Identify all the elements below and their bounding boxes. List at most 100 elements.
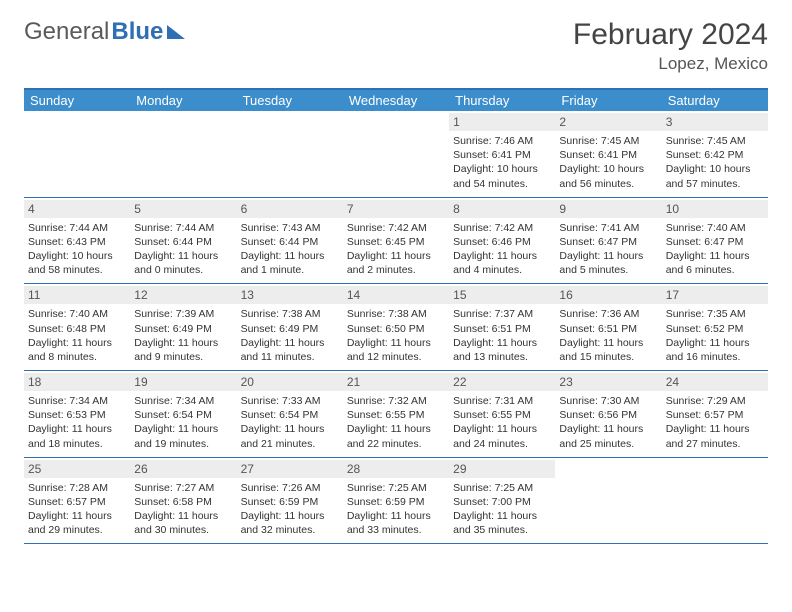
day-number: 12 <box>130 286 236 304</box>
day-sunset: Sunset: 6:45 PM <box>347 235 445 249</box>
day-sunrise: Sunrise: 7:40 AM <box>28 307 126 321</box>
day-number: 4 <box>24 200 130 218</box>
day-cell: 16Sunrise: 7:36 AMSunset: 6:51 PMDayligh… <box>555 284 661 370</box>
day-sunset: Sunset: 7:00 PM <box>453 495 551 509</box>
day-cell: 13 Sunrise: 7:38 AMSunset: 6:49 PMDayligh… <box>237 284 343 370</box>
day-info: Sunrise: 7:38 AMSunset: 6:50 PMDaylight:… <box>347 307 445 364</box>
day-number: 22 <box>449 373 555 391</box>
day-info: Sunrise: 7:25 AMSunset: 7:00 PMDaylight:… <box>453 481 551 538</box>
day-daylight: Daylight: 11 hours and 9 minutes. <box>134 336 232 364</box>
day-cell: . <box>130 111 236 197</box>
day-sunset: Sunset: 6:48 PM <box>28 322 126 336</box>
day-sunrise: Sunrise: 7:41 AM <box>559 221 657 235</box>
day-sunset: Sunset: 6:58 PM <box>134 495 232 509</box>
day-info: Sunrise: 7:40 AMSunset: 6:47 PMDaylight:… <box>666 221 764 278</box>
day-sunrise: Sunrise: 7:34 AM <box>134 394 232 408</box>
day-info: Sunrise: 7:40 AMSunset: 6:48 PMDaylight:… <box>28 307 126 364</box>
day-number: 13 <box>237 286 343 304</box>
day-sunset: Sunset: 6:54 PM <box>134 408 232 422</box>
day-sunset: Sunset: 6:51 PM <box>453 322 551 336</box>
day-number: 27 <box>237 460 343 478</box>
day-cell: 2Sunrise: 7:45 AMSunset: 6:41 PMDaylight… <box>555 111 661 197</box>
day-number: 7 <box>343 200 449 218</box>
day-info: Sunrise: 7:43 AMSunset: 6:44 PMDaylight:… <box>241 221 339 278</box>
day-sunset: Sunset: 6:44 PM <box>241 235 339 249</box>
brand-text-gray: General <box>24 18 109 46</box>
day-info: Sunrise: 7:38 AMSunset: 6:49 PMDaylight:… <box>241 307 339 364</box>
day-cell: 14Sunrise: 7:38 AMSunset: 6:50 PMDayligh… <box>343 284 449 370</box>
day-sunrise: Sunrise: 7:38 AM <box>347 307 445 321</box>
day-sunset: Sunset: 6:59 PM <box>241 495 339 509</box>
day-info: Sunrise: 7:41 AMSunset: 6:47 PMDaylight:… <box>559 221 657 278</box>
brand-triangle-icon <box>167 25 185 39</box>
day-sunrise: Sunrise: 7:45 AM <box>559 134 657 148</box>
day-cell: 18Sunrise: 7:34 AMSunset: 6:53 PMDayligh… <box>24 371 130 457</box>
day-cell: 3Sunrise: 7:45 AMSunset: 6:42 PMDaylight… <box>662 111 768 197</box>
day-sunrise: Sunrise: 7:35 AM <box>666 307 764 321</box>
brand-logo: GeneralBlue <box>24 18 185 46</box>
day-sunset: Sunset: 6:47 PM <box>559 235 657 249</box>
title-block: February 2024 Lopez, Mexico <box>573 18 768 74</box>
day-daylight: Daylight: 11 hours and 2 minutes. <box>347 249 445 277</box>
day-daylight: Daylight: 11 hours and 32 minutes. <box>241 509 339 537</box>
day-info: Sunrise: 7:36 AMSunset: 6:51 PMDaylight:… <box>559 307 657 364</box>
day-sunset: Sunset: 6:57 PM <box>666 408 764 422</box>
day-sunrise: Sunrise: 7:28 AM <box>28 481 126 495</box>
day-sunrise: Sunrise: 7:34 AM <box>28 394 126 408</box>
day-number: 18 <box>24 373 130 391</box>
day-daylight: Daylight: 11 hours and 27 minutes. <box>666 422 764 450</box>
day-info: Sunrise: 7:31 AMSunset: 6:55 PMDaylight:… <box>453 394 551 451</box>
day-sunrise: Sunrise: 7:40 AM <box>666 221 764 235</box>
day-daylight: Daylight: 11 hours and 15 minutes. <box>559 336 657 364</box>
day-sunrise: Sunrise: 7:29 AM <box>666 394 764 408</box>
day-daylight: Daylight: 11 hours and 18 minutes. <box>28 422 126 450</box>
day-sunset: Sunset: 6:46 PM <box>453 235 551 249</box>
day-info: Sunrise: 7:25 AMSunset: 6:59 PMDaylight:… <box>347 481 445 538</box>
day-info: Sunrise: 7:34 AMSunset: 6:54 PMDaylight:… <box>134 394 232 451</box>
day-sunset: Sunset: 6:54 PM <box>241 408 339 422</box>
day-cell: 9Sunrise: 7:41 AMSunset: 6:47 PMDaylight… <box>555 198 661 284</box>
day-info: Sunrise: 7:46 AMSunset: 6:41 PMDaylight:… <box>453 134 551 191</box>
day-cell: 1Sunrise: 7:46 AMSunset: 6:41 PMDaylight… <box>449 111 555 197</box>
day-daylight: Daylight: 11 hours and 25 minutes. <box>559 422 657 450</box>
day-cell: 29 Sunrise: 7:25 AMSunset: 7:00 PMDayligh… <box>449 458 555 544</box>
day-cell: 27Sunrise: 7:26 AMSunset: 6:59 PMDayligh… <box>237 458 343 544</box>
day-sunrise: Sunrise: 7:31 AM <box>453 394 551 408</box>
day-daylight: Daylight: 11 hours and 21 minutes. <box>241 422 339 450</box>
day-number: 29 <box>449 460 555 478</box>
day-cell: 24 Sunrise: 7:29 AMSunset: 6:57 PMDayligh… <box>662 371 768 457</box>
day-sunset: Sunset: 6:44 PM <box>134 235 232 249</box>
day-info: Sunrise: 7:29 AMSunset: 6:57 PMDaylight:… <box>666 394 764 451</box>
day-cell: 12 Sunrise: 7:39 AMSunset: 6:49 PMDayligh… <box>130 284 236 370</box>
day-daylight: Daylight: 11 hours and 30 minutes. <box>134 509 232 537</box>
day-sunset: Sunset: 6:59 PM <box>347 495 445 509</box>
day-number: 24 <box>662 373 768 391</box>
day-cell: 25Sunrise: 7:28 AMSunset: 6:57 PMDayligh… <box>24 458 130 544</box>
calendar: SundayMondayTuesdayWednesdayThursdayFrid… <box>24 88 768 544</box>
day-cell: 19Sunrise: 7:34 AMSunset: 6:54 PMDayligh… <box>130 371 236 457</box>
day-daylight: Daylight: 11 hours and 29 minutes. <box>28 509 126 537</box>
day-cell: 22 Sunrise: 7:31 AMSunset: 6:55 PMDayligh… <box>449 371 555 457</box>
day-cell: 6Sunrise: 7:43 AMSunset: 6:44 PMDaylight… <box>237 198 343 284</box>
day-cell: . <box>237 111 343 197</box>
day-daylight: Daylight: 11 hours and 35 minutes. <box>453 509 551 537</box>
day-cell: 17Sunrise: 7:35 AMSunset: 6:52 PMDayligh… <box>662 284 768 370</box>
day-daylight: Daylight: 11 hours and 0 minutes. <box>134 249 232 277</box>
day-daylight: Daylight: 11 hours and 16 minutes. <box>666 336 764 364</box>
day-cell: . <box>24 111 130 197</box>
day-sunrise: Sunrise: 7:27 AM <box>134 481 232 495</box>
week-row: 18Sunrise: 7:34 AMSunset: 6:53 PMDayligh… <box>24 371 768 458</box>
day-number: 15 <box>449 286 555 304</box>
day-daylight: Daylight: 11 hours and 24 minutes. <box>453 422 551 450</box>
day-sunrise: Sunrise: 7:32 AM <box>347 394 445 408</box>
day-sunset: Sunset: 6:49 PM <box>134 322 232 336</box>
day-sunrise: Sunrise: 7:39 AM <box>134 307 232 321</box>
weekday-label: Saturday <box>662 90 768 111</box>
day-number: 10 <box>662 200 768 218</box>
day-sunrise: Sunrise: 7:37 AM <box>453 307 551 321</box>
weekday-label: Wednesday <box>343 90 449 111</box>
header: GeneralBlue February 2024 Lopez, Mexico <box>24 18 768 74</box>
day-sunrise: Sunrise: 7:44 AM <box>134 221 232 235</box>
day-daylight: Daylight: 11 hours and 8 minutes. <box>28 336 126 364</box>
day-sunset: Sunset: 6:56 PM <box>559 408 657 422</box>
